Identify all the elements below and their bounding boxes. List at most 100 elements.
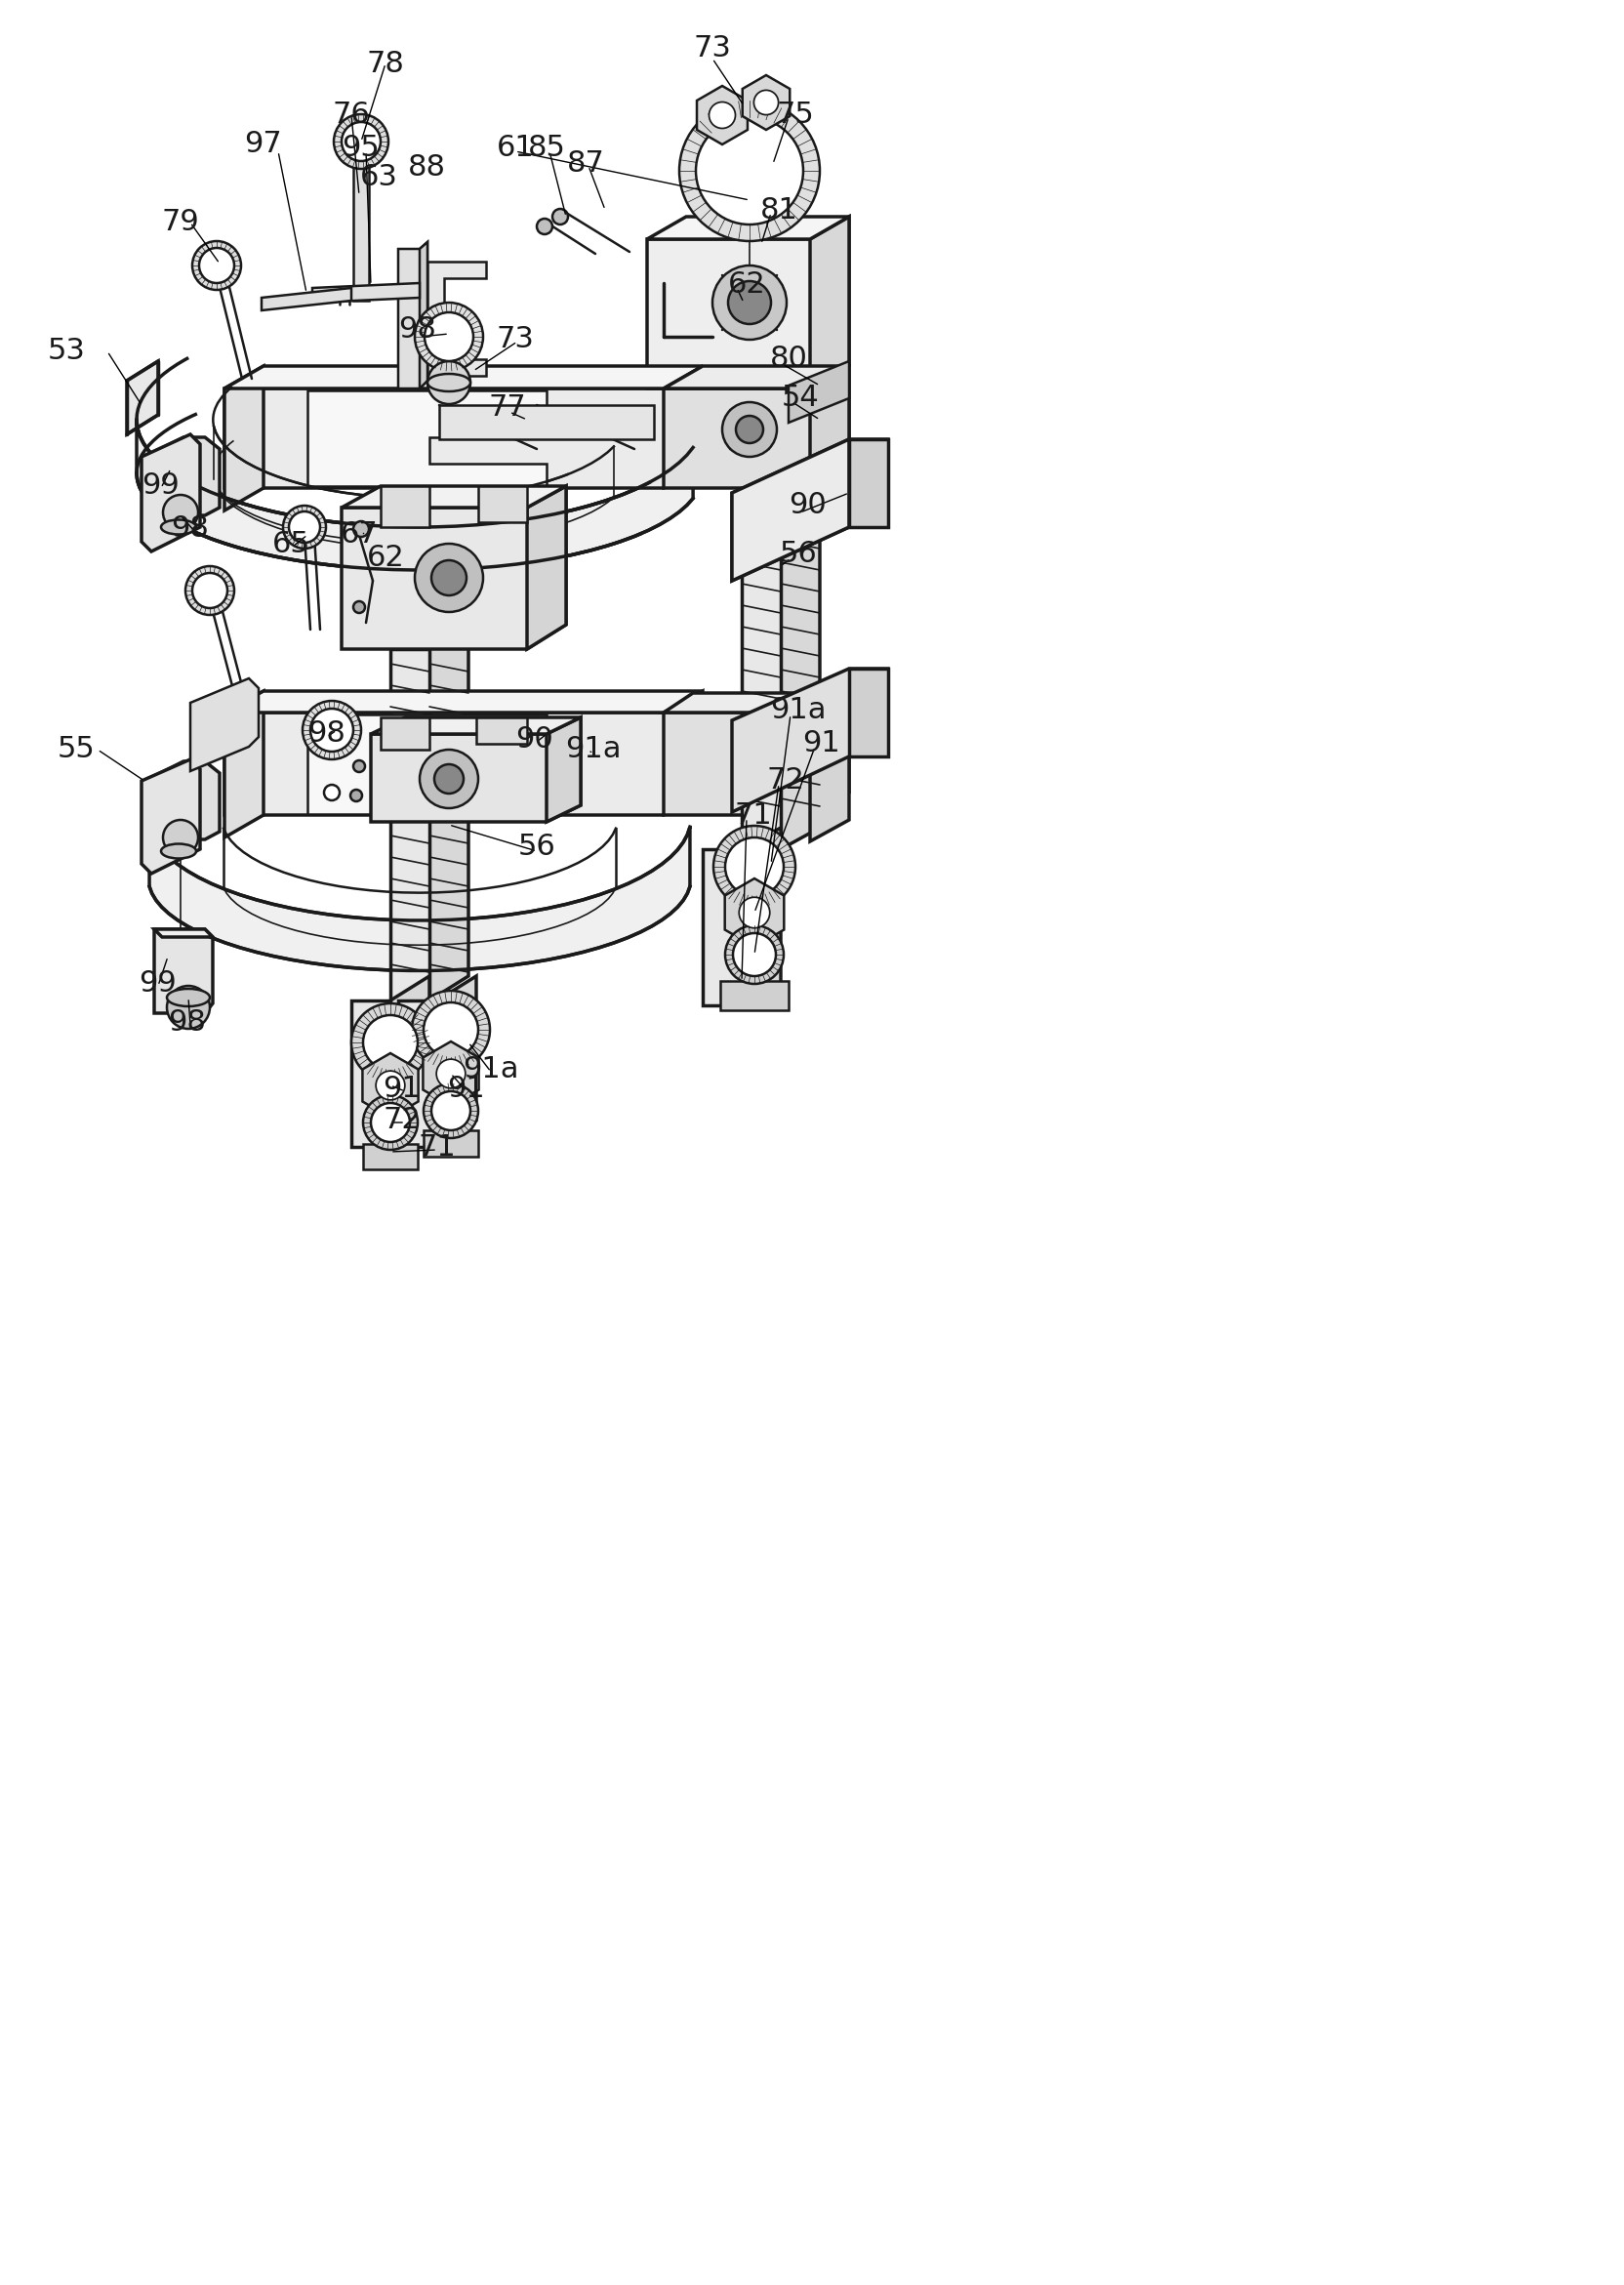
Polygon shape	[261, 288, 351, 311]
Text: 73: 73	[495, 324, 534, 354]
Text: 72: 72	[767, 768, 804, 795]
Polygon shape	[429, 624, 468, 1001]
Polygon shape	[224, 366, 263, 510]
Polygon shape	[427, 260, 486, 375]
Polygon shape	[141, 434, 200, 551]
Ellipse shape	[161, 519, 197, 535]
Polygon shape	[380, 717, 429, 749]
Polygon shape	[141, 759, 200, 873]
Text: 98: 98	[309, 720, 346, 747]
Circle shape	[341, 121, 380, 160]
Circle shape	[362, 1095, 417, 1149]
Text: 99: 99	[140, 969, 177, 999]
Circle shape	[362, 1015, 417, 1069]
Polygon shape	[145, 436, 219, 535]
Polygon shape	[788, 361, 849, 423]
Circle shape	[721, 402, 776, 457]
Text: 85: 85	[528, 135, 565, 162]
Circle shape	[352, 521, 369, 537]
Circle shape	[430, 1092, 469, 1131]
Polygon shape	[424, 1131, 477, 1156]
Circle shape	[713, 825, 794, 907]
Polygon shape	[731, 439, 888, 580]
Polygon shape	[351, 1001, 390, 1147]
Polygon shape	[809, 217, 849, 388]
Polygon shape	[224, 690, 702, 713]
Circle shape	[352, 601, 365, 612]
Text: 87: 87	[567, 151, 604, 178]
Circle shape	[283, 505, 326, 548]
Text: 78: 78	[367, 50, 404, 78]
Polygon shape	[154, 930, 213, 937]
Polygon shape	[809, 366, 849, 542]
Circle shape	[375, 1072, 404, 1099]
Polygon shape	[741, 489, 780, 850]
Polygon shape	[390, 649, 429, 1001]
Text: 71: 71	[417, 1133, 456, 1161]
Polygon shape	[224, 366, 702, 388]
Polygon shape	[136, 420, 692, 569]
Polygon shape	[224, 690, 702, 816]
Polygon shape	[526, 487, 565, 649]
Polygon shape	[127, 361, 158, 434]
Text: 98: 98	[169, 1008, 206, 1037]
Circle shape	[736, 416, 763, 443]
Polygon shape	[398, 1001, 437, 1147]
Text: 72: 72	[383, 1106, 421, 1136]
Text: 99: 99	[141, 473, 180, 500]
Polygon shape	[362, 1145, 417, 1170]
Ellipse shape	[161, 843, 197, 859]
Circle shape	[427, 361, 469, 404]
Circle shape	[351, 791, 362, 802]
Text: 56: 56	[518, 834, 555, 861]
Text: 91a: 91a	[565, 736, 620, 763]
Polygon shape	[546, 717, 580, 823]
Circle shape	[724, 925, 783, 985]
Polygon shape	[731, 670, 888, 811]
Polygon shape	[477, 487, 526, 523]
Polygon shape	[663, 366, 849, 388]
Circle shape	[310, 708, 352, 752]
Polygon shape	[154, 930, 213, 1012]
Circle shape	[414, 544, 482, 612]
Polygon shape	[849, 439, 888, 528]
Text: 91a: 91a	[770, 697, 827, 724]
Polygon shape	[362, 1053, 417, 1117]
Text: 81: 81	[760, 197, 797, 224]
Circle shape	[424, 313, 473, 361]
Circle shape	[351, 1003, 429, 1081]
Polygon shape	[390, 976, 429, 1147]
Circle shape	[728, 281, 770, 324]
Polygon shape	[702, 850, 741, 1005]
Text: 75: 75	[776, 101, 814, 130]
Circle shape	[162, 820, 198, 855]
Polygon shape	[476, 717, 526, 745]
Circle shape	[424, 1083, 477, 1138]
Circle shape	[437, 1060, 464, 1088]
Polygon shape	[741, 827, 780, 1005]
Text: 62: 62	[728, 272, 765, 299]
Polygon shape	[224, 690, 263, 839]
Polygon shape	[780, 466, 820, 850]
Circle shape	[724, 839, 783, 896]
Polygon shape	[849, 670, 888, 756]
Circle shape	[192, 574, 227, 608]
Polygon shape	[809, 466, 849, 542]
Polygon shape	[380, 487, 429, 528]
Circle shape	[192, 242, 240, 290]
Text: 67: 67	[339, 521, 378, 548]
Circle shape	[430, 560, 466, 596]
Polygon shape	[190, 679, 258, 770]
Polygon shape	[646, 217, 849, 240]
Circle shape	[200, 249, 234, 283]
Polygon shape	[341, 487, 565, 649]
Polygon shape	[370, 717, 580, 733]
Circle shape	[323, 784, 339, 800]
Polygon shape	[719, 980, 788, 1010]
Circle shape	[333, 114, 388, 169]
Text: 73: 73	[693, 34, 731, 64]
Polygon shape	[742, 75, 789, 130]
Text: 91: 91	[802, 729, 840, 759]
Polygon shape	[663, 692, 849, 816]
Circle shape	[419, 749, 477, 809]
